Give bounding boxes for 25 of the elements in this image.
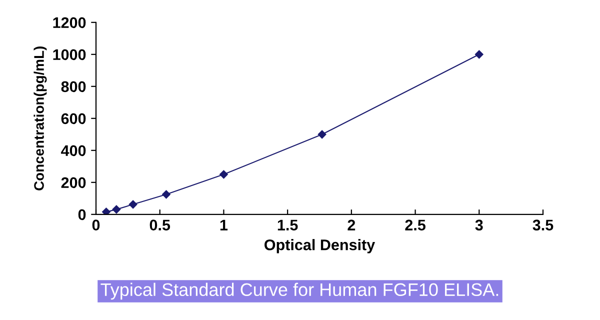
y-tick-label: 400 xyxy=(61,145,86,156)
x-tick-label: 0 xyxy=(92,220,100,230)
point xyxy=(128,200,138,209)
x-tick-label: 3.5 xyxy=(532,220,554,231)
x-tick-label: 2.5 xyxy=(405,220,426,230)
y-tick-label: 1200 xyxy=(53,17,86,28)
x-tick-label: 1.5 xyxy=(278,220,298,230)
point xyxy=(102,208,110,214)
y-tick-label: 0 xyxy=(78,209,86,220)
x-tick-label: 3 xyxy=(475,220,483,231)
y-axis-title: Concentration(pg/mL) xyxy=(34,46,47,190)
point xyxy=(475,50,484,59)
point xyxy=(112,205,121,214)
x-tick-label: 0.5 xyxy=(150,220,170,230)
y-tick-label: 800 xyxy=(61,81,86,92)
x-axis-title: Optical Density xyxy=(264,239,376,254)
y-tick-label: 600 xyxy=(61,113,86,124)
x-tick-label: 2 xyxy=(348,220,356,230)
point xyxy=(318,130,326,139)
text: Typical Standard Curve for Human FGF10 ELISA. xyxy=(100,282,498,300)
point xyxy=(162,190,170,199)
y-tick-label: 200 xyxy=(61,177,86,188)
x-tick-label: 1 xyxy=(220,220,228,230)
y-tick-label: 1000 xyxy=(53,49,86,60)
point xyxy=(220,170,228,179)
